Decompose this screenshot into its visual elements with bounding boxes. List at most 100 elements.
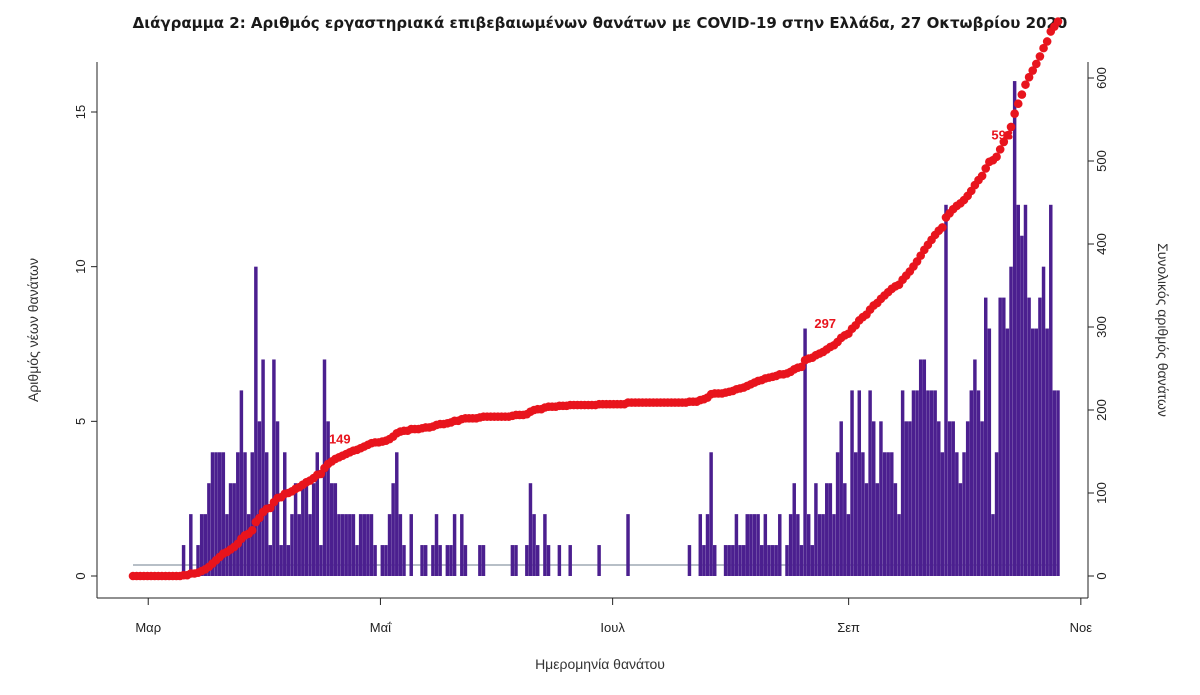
daily-bar xyxy=(445,545,450,576)
daily-bar xyxy=(449,545,453,576)
cumulative-point xyxy=(999,137,1009,147)
daily-bar xyxy=(958,483,963,576)
daily-bar xyxy=(973,359,977,576)
daily-bar xyxy=(254,266,258,576)
daily-bar xyxy=(994,452,999,576)
daily-bar xyxy=(893,483,898,576)
daily-bar xyxy=(207,483,211,576)
daily-bar xyxy=(431,545,435,576)
daily-bar xyxy=(828,483,833,576)
daily-bar xyxy=(387,514,392,576)
daily-bar xyxy=(452,514,457,576)
daily-bar xyxy=(1020,235,1024,577)
daily-bar xyxy=(734,514,739,576)
daily-bar xyxy=(597,545,601,576)
daily-bar xyxy=(814,483,818,576)
daily-bar xyxy=(984,297,988,576)
daily-bar xyxy=(268,545,273,576)
chart-title: Διάγραμμα 2: Αριθμός εργαστηριακά επιβεβ… xyxy=(132,14,1068,32)
daily-bar xyxy=(358,514,363,576)
daily-bar xyxy=(933,390,937,576)
daily-bar xyxy=(181,545,186,576)
daily-bar xyxy=(904,421,908,576)
daily-bar xyxy=(1009,266,1013,576)
daily-bar xyxy=(731,545,735,576)
daily-bar xyxy=(908,421,912,576)
daily-bar xyxy=(384,545,388,576)
cumulative-value-label: 297 xyxy=(814,316,836,331)
daily-bar xyxy=(951,421,955,576)
daily-bar xyxy=(481,545,486,576)
left-axis-ticks: 0 5 10 15 xyxy=(73,105,97,580)
daily-bar xyxy=(1002,297,1006,576)
daily-bar xyxy=(871,421,876,576)
cumulative-point xyxy=(1028,66,1038,75)
daily-bar xyxy=(763,514,768,576)
right-tick-label: 600 xyxy=(1094,67,1109,89)
x-tick-label: Μαρ xyxy=(135,620,161,635)
daily-bar xyxy=(778,514,782,576)
daily-bar xyxy=(348,514,352,576)
daily-bar xyxy=(803,328,807,576)
daily-bar xyxy=(478,545,482,576)
right-tick-label: 500 xyxy=(1094,150,1109,172)
daily-bar xyxy=(713,545,717,576)
daily-bar xyxy=(929,390,934,576)
daily-bar xyxy=(337,514,341,576)
daily-bar xyxy=(366,514,370,576)
cumulative-point xyxy=(1006,122,1016,132)
daily-bar xyxy=(998,297,1002,576)
daily-bar xyxy=(749,514,753,576)
daily-bar xyxy=(1038,297,1042,576)
daily-bar xyxy=(199,514,204,576)
daily-bar xyxy=(228,483,233,576)
daily-bar xyxy=(1041,266,1046,576)
daily-bar xyxy=(857,390,862,576)
daily-bar xyxy=(535,545,540,576)
cumulative-value-label: 149 xyxy=(329,431,351,446)
cumulative-point xyxy=(1032,59,1041,69)
daily-bar xyxy=(825,483,829,576)
daily-bar xyxy=(214,452,218,576)
daily-bar xyxy=(806,514,811,576)
daily-bar xyxy=(460,514,464,576)
daily-bar xyxy=(864,483,869,576)
daily-bar xyxy=(203,514,207,576)
daily-bar xyxy=(770,545,775,576)
daily-bar xyxy=(861,452,865,576)
daily-bar xyxy=(1012,81,1017,576)
daily-bar xyxy=(911,390,916,576)
cumulative-point xyxy=(938,223,947,232)
daily-bar xyxy=(799,545,804,576)
daily-bar xyxy=(330,483,334,576)
daily-bar xyxy=(308,514,312,576)
daily-bar xyxy=(817,514,822,576)
daily-bar xyxy=(955,452,959,576)
daily-bar xyxy=(333,483,338,576)
daily-bar xyxy=(1056,390,1060,576)
daily-bar xyxy=(843,483,847,576)
daily-bar xyxy=(962,452,966,576)
daily-bar xyxy=(1034,328,1039,576)
daily-bar xyxy=(246,514,251,576)
daily-bar xyxy=(687,545,692,576)
daily-bar xyxy=(918,359,923,576)
daily-bar xyxy=(835,452,840,576)
daily-bar xyxy=(767,545,771,576)
daily-bar xyxy=(196,545,200,576)
daily-bar xyxy=(741,545,746,576)
cumulative-deaths-points xyxy=(128,17,1063,581)
daily-bar xyxy=(546,545,551,576)
daily-bar xyxy=(796,514,800,576)
daily-bar xyxy=(915,390,919,576)
daily-bar xyxy=(301,483,305,576)
x-tick-label: Σεπ xyxy=(837,620,860,635)
daily-bar xyxy=(311,483,316,576)
daily-bar xyxy=(626,514,630,576)
daily-bar xyxy=(705,514,710,576)
daily-bar xyxy=(853,452,858,576)
right-tick-label: 100 xyxy=(1094,482,1109,504)
daily-bar xyxy=(261,359,265,576)
daily-bar xyxy=(785,545,789,576)
daily-bar xyxy=(369,514,374,576)
